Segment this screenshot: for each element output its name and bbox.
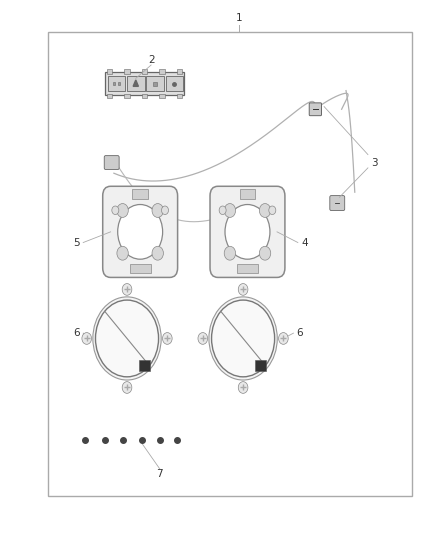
Circle shape [198,333,208,344]
Circle shape [93,297,161,380]
Circle shape [118,205,162,259]
FancyBboxPatch shape [309,103,321,116]
Text: 1: 1 [235,13,242,23]
Circle shape [82,333,92,344]
Polygon shape [133,80,138,86]
Circle shape [117,204,128,217]
Circle shape [238,382,248,393]
Bar [139,360,150,372]
Circle shape [162,333,172,344]
Circle shape [122,382,132,393]
Bar [107,94,112,98]
Bar [48,32,412,496]
Circle shape [238,284,248,295]
Text: 6: 6 [73,328,80,338]
Circle shape [224,246,236,260]
Bar [108,76,125,91]
Bar [127,76,145,91]
Text: 3: 3 [371,158,378,167]
Circle shape [152,246,163,260]
Circle shape [219,206,226,215]
Circle shape [152,204,163,217]
Bar [255,360,266,372]
FancyBboxPatch shape [237,264,258,273]
Bar [113,82,115,85]
Circle shape [225,205,270,259]
Text: 7: 7 [156,470,163,479]
Bar [118,82,120,85]
Bar [142,94,147,98]
Text: 6: 6 [297,328,304,338]
Circle shape [224,204,236,217]
Bar [124,94,130,98]
Bar [124,69,130,74]
Circle shape [162,206,169,215]
Text: 5: 5 [73,238,80,247]
FancyBboxPatch shape [132,189,148,199]
Circle shape [95,300,159,377]
FancyBboxPatch shape [102,187,178,278]
Circle shape [279,333,288,344]
Bar [107,69,112,74]
Circle shape [269,206,276,215]
Bar [105,72,184,95]
Bar [159,94,165,98]
FancyBboxPatch shape [240,189,255,199]
FancyBboxPatch shape [104,156,119,169]
FancyBboxPatch shape [210,187,285,278]
Bar [177,94,182,98]
Circle shape [117,246,128,260]
Bar [146,76,164,91]
FancyBboxPatch shape [330,196,345,211]
Bar [159,69,165,74]
Circle shape [209,297,277,380]
Circle shape [112,206,119,215]
Text: 2: 2 [148,55,155,64]
Text: 4: 4 [301,238,308,247]
Bar [166,76,183,91]
Bar [142,69,147,74]
Circle shape [259,246,271,260]
Circle shape [122,284,132,295]
Bar [177,69,182,74]
Circle shape [212,300,275,377]
Circle shape [259,204,271,217]
Bar [153,82,157,86]
FancyBboxPatch shape [130,264,151,273]
